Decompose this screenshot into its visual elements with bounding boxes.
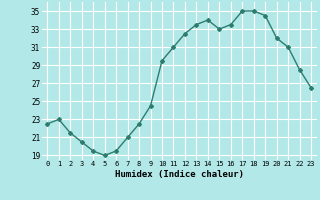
X-axis label: Humidex (Indice chaleur): Humidex (Indice chaleur) (115, 170, 244, 179)
